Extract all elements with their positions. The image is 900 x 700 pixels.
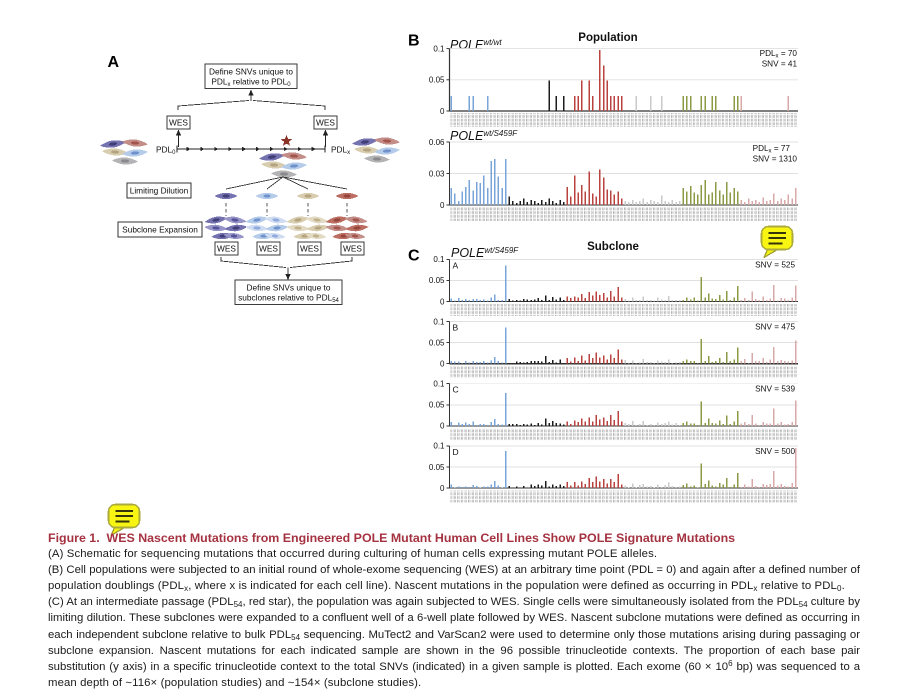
svg-text:PDLx = 77: PDLx = 77	[753, 144, 791, 155]
svg-text:Define SNVs unique to: Define SNVs unique to	[247, 283, 331, 293]
svg-text:PDLx = 70: PDLx = 70	[760, 49, 798, 60]
svg-text:0.05: 0.05	[429, 401, 445, 410]
svg-text:0.06: 0.06	[429, 138, 445, 147]
svg-text:Population: Population	[578, 32, 637, 44]
svg-text:SNV = 1310: SNV = 1310	[753, 155, 798, 164]
svg-text:SNV = 41: SNV = 41	[762, 60, 798, 69]
svg-text:0.05: 0.05	[429, 463, 445, 472]
svg-text:PDL0: PDL0	[156, 145, 176, 156]
svg-text:WES: WES	[300, 244, 319, 254]
svg-text:SNV = 475: SNV = 475	[755, 323, 795, 332]
svg-text:WES: WES	[259, 244, 278, 254]
svg-text:Subclone Expansion: Subclone Expansion	[122, 225, 198, 235]
svg-text:0: 0	[440, 107, 445, 116]
svg-text:0.1: 0.1	[433, 317, 445, 326]
svg-text:B: B	[453, 323, 459, 333]
svg-text:POLEwt/S459F: POLEwt/S459F	[450, 129, 518, 143]
svg-text:0: 0	[440, 422, 445, 431]
svg-text:C: C	[453, 385, 459, 395]
svg-text:SNV = 539: SNV = 539	[755, 385, 795, 394]
svg-text:0: 0	[440, 484, 445, 493]
svg-text:A: A	[453, 260, 459, 270]
svg-text:PDLx relative to PDL0: PDLx relative to PDL0	[211, 77, 291, 88]
svg-text:D: D	[453, 447, 459, 457]
svg-text:A: A	[108, 54, 120, 71]
svg-text:0: 0	[440, 297, 445, 306]
svg-text:Limiting Dilution: Limiting Dilution	[130, 186, 189, 196]
svg-text:subclones relative to PDL54: subclones relative to PDL54	[238, 293, 339, 304]
svg-text:PDLx: PDLx	[331, 145, 350, 156]
svg-text:B: B	[408, 33, 420, 50]
svg-text:SNV = 500: SNV = 500	[755, 447, 795, 456]
svg-text:0.1: 0.1	[433, 380, 445, 389]
svg-text:WES: WES	[343, 244, 362, 254]
svg-text:0: 0	[440, 201, 445, 210]
svg-text:0.05: 0.05	[429, 76, 445, 85]
svg-text:0: 0	[440, 360, 445, 369]
svg-text:C: C	[408, 248, 420, 265]
svg-text:Define SNVs unique to: Define SNVs unique to	[209, 67, 293, 77]
svg-text:0.03: 0.03	[429, 169, 445, 178]
svg-text:0.05: 0.05	[429, 276, 445, 285]
svg-text:SNV = 525: SNV = 525	[755, 260, 795, 269]
svg-text:POLEwt/wt: POLEwt/wt	[450, 38, 502, 52]
svg-text:0.1: 0.1	[433, 442, 445, 451]
svg-text:Subclone: Subclone	[587, 241, 639, 253]
svg-text:0.1: 0.1	[433, 44, 445, 53]
svg-text:0.1: 0.1	[433, 255, 445, 264]
svg-text:WES: WES	[169, 118, 188, 128]
svg-text:WES: WES	[316, 118, 335, 128]
svg-text:POLEwt/S459F: POLEwt/S459F	[451, 246, 519, 260]
svg-text:WES: WES	[217, 244, 236, 254]
svg-text:0.05: 0.05	[429, 338, 445, 347]
